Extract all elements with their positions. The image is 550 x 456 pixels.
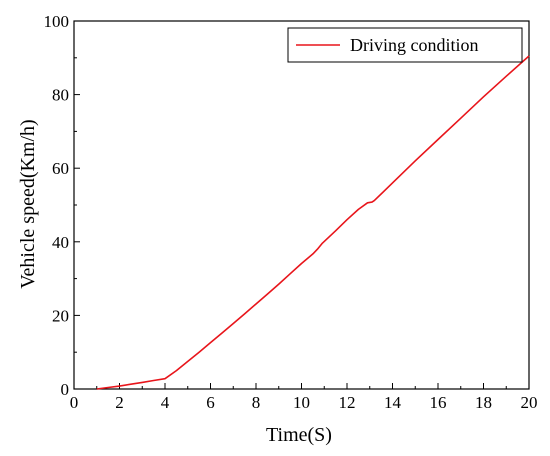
x-tick-label: 20 (521, 393, 538, 412)
x-tick-label: 10 (293, 393, 310, 412)
x-tick-label: 6 (206, 393, 215, 412)
x-tick-label: 12 (339, 393, 356, 412)
x-tick-label: 0 (70, 393, 79, 412)
series-line-driving-condition (96, 55, 530, 390)
x-tick-label: 4 (161, 393, 170, 412)
x-tick-label: 16 (430, 393, 447, 412)
y-tick-label: 0 (61, 380, 70, 399)
x-tick-label: 8 (252, 393, 261, 412)
y-tick-label: 20 (52, 306, 69, 325)
x-tick-label: 2 (115, 393, 124, 412)
x-tick-label: 18 (475, 393, 492, 412)
plot-border (73, 20, 530, 390)
y-tick-label: 40 (52, 233, 69, 252)
x-axis-label: Time(S) (266, 424, 332, 446)
y-tick-label: 100 (44, 12, 70, 31)
x-axis-ticks: 0 2 4 6 8 10 12 14 16 18 20 (70, 383, 538, 412)
series-layer (96, 55, 530, 390)
plot-frame (73, 20, 530, 390)
legend: Driving condition (287, 27, 523, 63)
y-tick-label: 80 (52, 86, 69, 105)
y-axis-ticks: 0 20 40 60 80 100 (44, 12, 80, 399)
y-axis-label: Vehicle speed(Km/h) (17, 119, 39, 288)
x-tick-label: 14 (384, 393, 402, 412)
legend-label-driving-condition: Driving condition (350, 35, 479, 55)
y-tick-label: 60 (52, 159, 69, 178)
